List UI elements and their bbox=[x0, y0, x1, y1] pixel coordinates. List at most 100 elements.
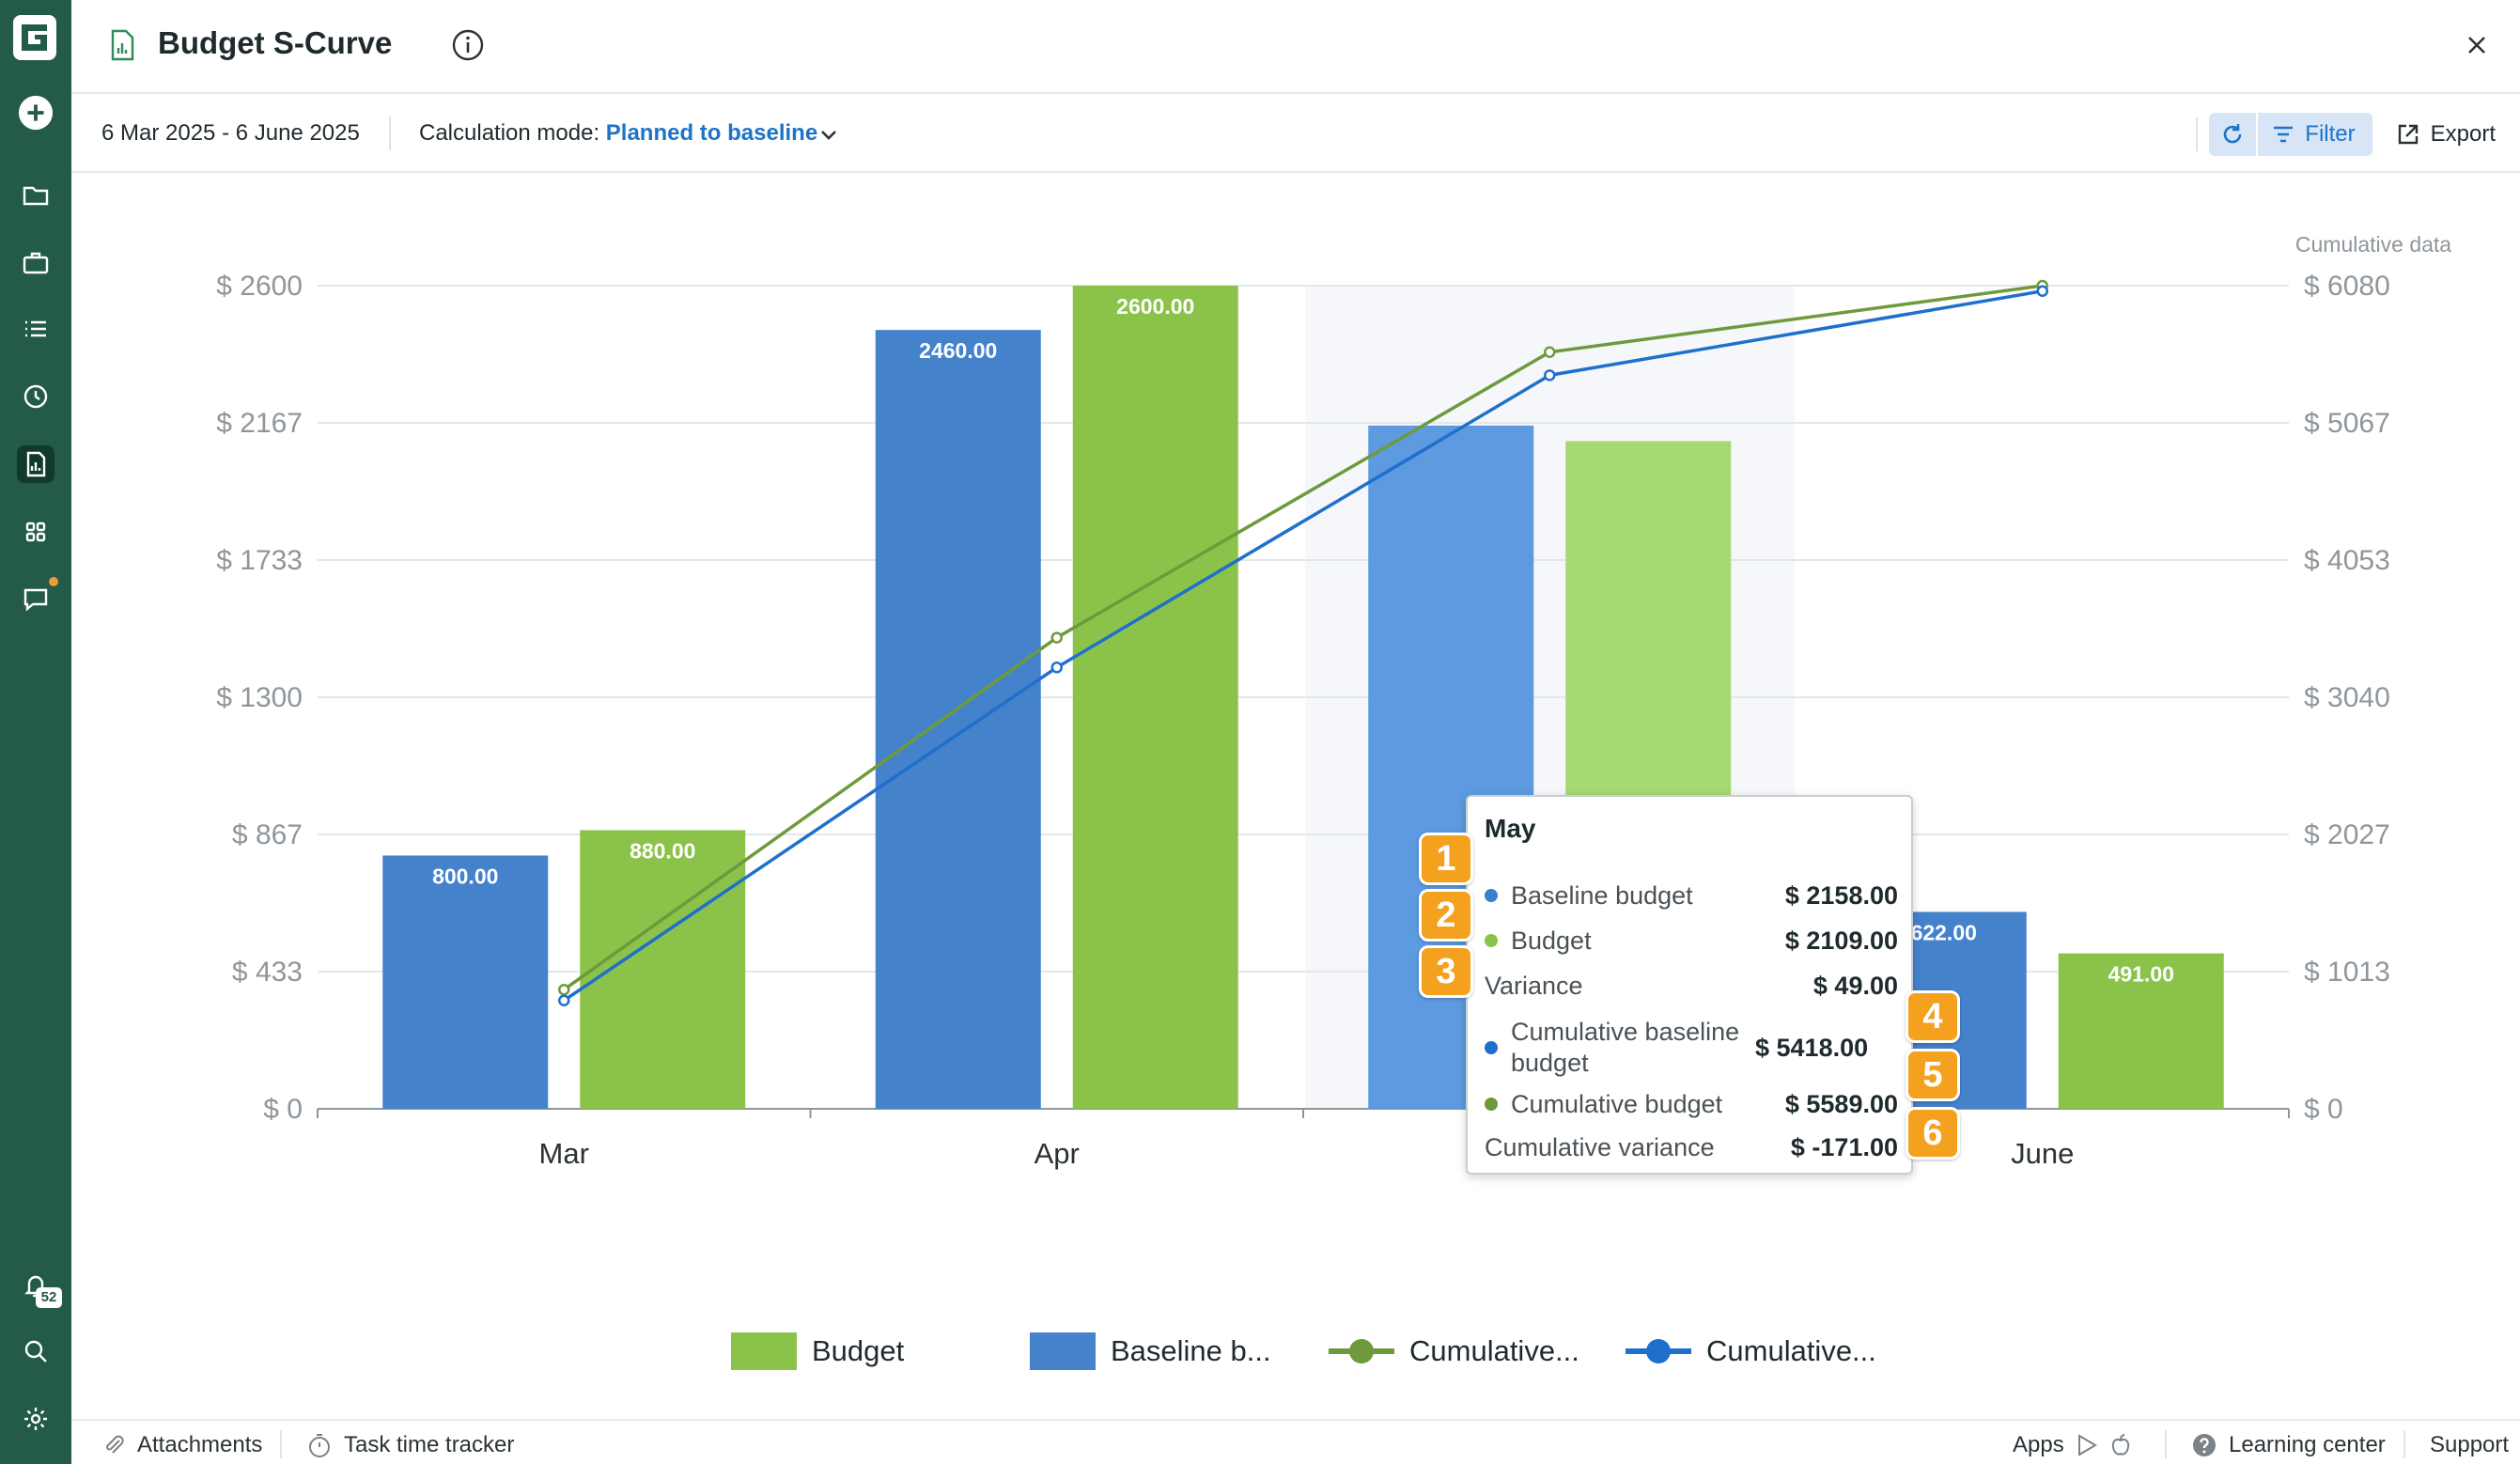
page-title: Budget S-Curve bbox=[158, 25, 393, 60]
y-right-axis-title: Cumulative data bbox=[2295, 232, 2451, 257]
cumulative-point bbox=[558, 983, 570, 996]
filter-label: Filter bbox=[2305, 121, 2356, 147]
filter-icon bbox=[2274, 126, 2294, 143]
help-icon bbox=[2193, 1434, 2216, 1456]
task-time-tracker-label: Task time tracker bbox=[344, 1432, 515, 1457]
chevron-down-icon[interactable] bbox=[816, 122, 842, 148]
learning-center-link[interactable]: Learning center bbox=[2191, 1432, 2386, 1458]
clock-icon[interactable] bbox=[17, 378, 54, 415]
tooltip-row: Cumulative budget $ 5589.00 bbox=[1485, 1088, 1898, 1120]
series-dot bbox=[1485, 1098, 1498, 1111]
x-category-label: June bbox=[2011, 1137, 2074, 1170]
app-logo[interactable] bbox=[13, 15, 56, 60]
legend-item-budget[interactable]: Budget bbox=[731, 1332, 904, 1370]
tooltip-row-label: Cumulative baseline budget bbox=[1511, 1018, 1740, 1077]
y-right-tick-label: $ 0 bbox=[2304, 1094, 2343, 1125]
legend-line-marker bbox=[1626, 1339, 1691, 1363]
legend-label: Baseline b... bbox=[1111, 1334, 1271, 1367]
cumulative-point bbox=[1544, 369, 1556, 382]
series-dot bbox=[1485, 1041, 1498, 1054]
learning-center-label: Learning center bbox=[2229, 1432, 2386, 1457]
tooltip-row-label: Budget bbox=[1511, 926, 1592, 955]
y-left-tick-label: $ 867 bbox=[232, 819, 303, 850]
chat-unread-dot bbox=[49, 577, 58, 586]
y-right-tick-label: $ 2027 bbox=[2304, 819, 2390, 850]
tooltip-row-value: $ 5589.00 bbox=[1784, 1089, 1898, 1118]
footer-divider bbox=[2403, 1430, 2405, 1458]
callout-badge: 4 bbox=[1906, 990, 1960, 1043]
apps-label: Apps bbox=[2013, 1432, 2064, 1457]
cumulative-baseline-line bbox=[563, 289, 2044, 1003]
folder-icon[interactable] bbox=[17, 177, 54, 214]
stopwatch-icon bbox=[309, 1434, 330, 1457]
attachments-label: Attachments bbox=[137, 1432, 263, 1457]
chart-tooltip: May Baseline budget $ 2158.00 Budget $ 2109… bbox=[1466, 795, 1913, 1175]
y-left-tick-label: $ 2600 bbox=[216, 271, 303, 302]
callout-badge: 2 bbox=[1419, 889, 1473, 942]
cumulative-point bbox=[558, 994, 570, 1006]
date-range[interactable]: 6 Mar 2025 - 6 June 2025 bbox=[101, 120, 360, 146]
list-icon[interactable] bbox=[17, 310, 54, 348]
bar-data-label: 2460.00 bbox=[919, 338, 997, 363]
bar-data-label: 2600.00 bbox=[1116, 294, 1194, 319]
callout-badge: 3 bbox=[1419, 945, 1473, 998]
tooltip-row: Baseline budget $ 2158.00 bbox=[1485, 880, 1898, 911]
apps-link[interactable]: Apps bbox=[2013, 1432, 2132, 1458]
tooltip-row-value: $ 2158.00 bbox=[1784, 880, 1898, 910]
info-icon[interactable] bbox=[451, 28, 485, 62]
legend-swatch bbox=[731, 1332, 797, 1370]
support-link[interactable]: Support bbox=[2430, 1432, 2509, 1458]
toolbar-divider bbox=[389, 117, 391, 150]
tooltip-row-value: $ 5418.00 bbox=[1755, 1033, 1869, 1062]
export-label: Export bbox=[2430, 121, 2496, 147]
cumulative-budget-line bbox=[563, 284, 2043, 991]
tooltip-row-label: Variance bbox=[1485, 971, 1583, 1000]
legend-label: Cumulative... bbox=[1409, 1334, 1579, 1367]
legend-item-baseline-budget[interactable]: Baseline b... bbox=[1030, 1332, 1271, 1370]
legend-item-cumulative-budget[interactable]: Cumulative... bbox=[1329, 1332, 1579, 1370]
report-icon[interactable] bbox=[17, 445, 54, 483]
search-icon[interactable] bbox=[17, 1332, 54, 1370]
modal-header: Budget S-Curve bbox=[71, 0, 2520, 94]
chat-icon[interactable] bbox=[17, 581, 54, 618]
cumulative-point bbox=[1050, 631, 1063, 644]
y-left-tick-label: $ 433 bbox=[232, 957, 303, 988]
export-button[interactable]: Export bbox=[2372, 113, 2499, 156]
report-toolbar: 6 Mar 2025 - 6 June 2025 Calculation mod… bbox=[71, 94, 2520, 173]
series-dot bbox=[1485, 889, 1498, 902]
y-right-tick-label: $ 4053 bbox=[2304, 545, 2390, 576]
task-time-tracker-link[interactable]: Task time tracker bbox=[306, 1432, 514, 1458]
bar-data-label: 880.00 bbox=[630, 839, 695, 864]
legend-item-cumulative-baseline-budget[interactable]: Cumulative... bbox=[1626, 1332, 1876, 1370]
tooltip-row-label: Cumulative budget bbox=[1511, 1089, 1723, 1118]
budget-bar bbox=[580, 830, 746, 1109]
tooltip-row-value: $ 49.00 bbox=[1812, 971, 1898, 1000]
calculation-mode-value: Planned to baseline bbox=[605, 120, 818, 146]
apps-grid-icon[interactable] bbox=[17, 513, 54, 551]
tooltip-title: May bbox=[1485, 814, 1536, 843]
toolbar-divider bbox=[2196, 117, 2199, 151]
y-right-tick-label: $ 5067 bbox=[2304, 408, 2390, 439]
export-icon bbox=[2398, 124, 2418, 145]
tooltip-row: Cumulative baseline budget $ 5418.00 bbox=[1485, 1015, 1898, 1081]
add-icon[interactable] bbox=[17, 94, 54, 132]
calculation-mode-label: Calculation mode: bbox=[419, 120, 606, 146]
gear-icon[interactable] bbox=[17, 1400, 54, 1438]
briefcase-icon[interactable] bbox=[17, 244, 54, 282]
y-left-tick-label: $ 1300 bbox=[216, 682, 303, 713]
refresh-button[interactable] bbox=[2209, 113, 2257, 156]
tooltip-row-value: $ -171.00 bbox=[1790, 1132, 1898, 1161]
cumulative-point bbox=[2036, 285, 2048, 298]
series-dot bbox=[1485, 934, 1498, 947]
x-category-label: Apr bbox=[1034, 1137, 1080, 1170]
calculation-mode-select[interactable]: Calculation mode: Planned to baseline bbox=[419, 120, 817, 147]
close-icon[interactable] bbox=[2460, 28, 2494, 62]
filter-button[interactable]: Filter bbox=[2258, 113, 2372, 156]
play-store-icon bbox=[2077, 1434, 2097, 1456]
y-left-tick-label: $ 0 bbox=[263, 1094, 303, 1125]
legend-line-marker bbox=[1329, 1339, 1394, 1363]
tooltip-row: Variance $ 49.00 bbox=[1485, 970, 1898, 1002]
callout-badge: 6 bbox=[1906, 1107, 1960, 1160]
legend-label: Cumulative... bbox=[1706, 1334, 1876, 1367]
attachments-link[interactable]: Attachments bbox=[101, 1432, 262, 1458]
